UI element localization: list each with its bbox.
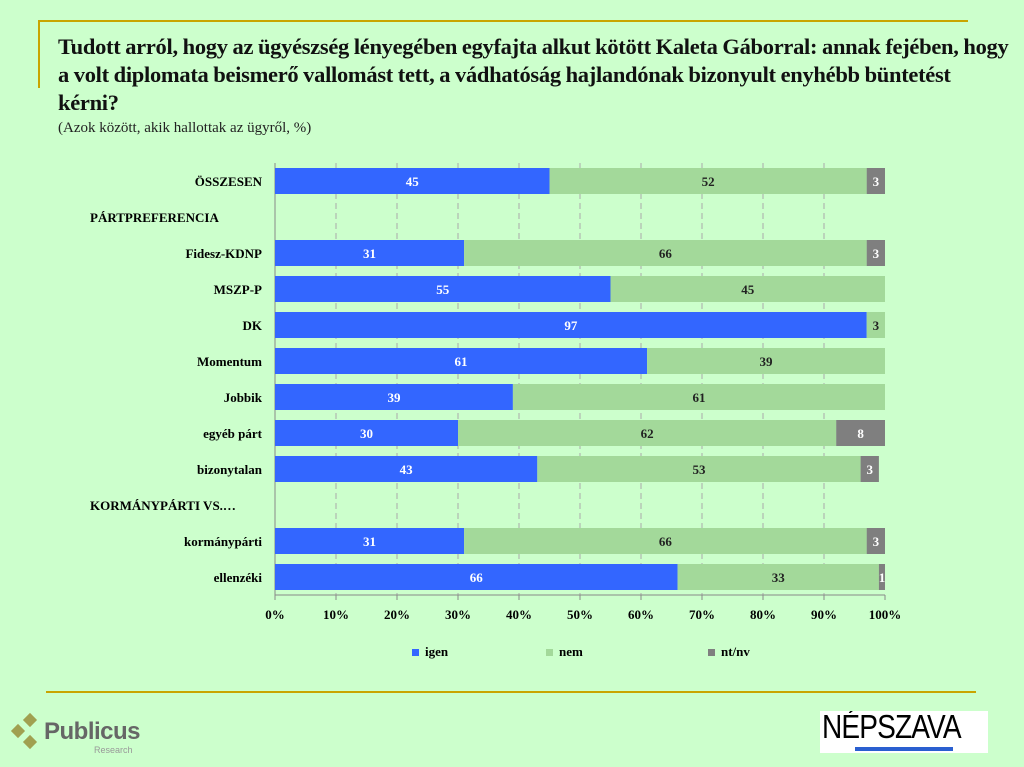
data-label: 53 [692, 462, 706, 477]
data-label: 31 [363, 246, 376, 261]
data-label: 66 [659, 246, 673, 261]
data-label: 66 [470, 570, 484, 585]
legend-swatch [708, 648, 715, 656]
x-tick-label: 10% [323, 607, 349, 622]
bar-nem [647, 348, 885, 374]
x-tick-label: 40% [506, 607, 532, 622]
data-label: 39 [387, 390, 401, 405]
x-tick-label: 80% [750, 607, 776, 622]
category-label: PÁRTPREFERENCIA [90, 210, 219, 225]
bar-nt-nv [866, 528, 885, 554]
x-tick-label: 20% [384, 607, 410, 622]
x-tick-label: 90% [811, 607, 837, 622]
data-label: 8 [857, 426, 864, 441]
data-label: 61 [692, 390, 705, 405]
bar-nem [677, 564, 879, 590]
bar-nem [464, 240, 867, 266]
category-label: Jobbik [224, 390, 263, 405]
x-tick-label: 100% [869, 607, 902, 622]
category-label: ÖSSZESEN [195, 174, 263, 189]
legend-label: nt/nv [721, 644, 750, 659]
bar-nem [549, 168, 867, 194]
legend-label: nem [559, 644, 583, 659]
category-label: bizonytalan [197, 462, 263, 477]
bar-igen [275, 240, 465, 266]
data-label: 55 [436, 282, 450, 297]
chart-title: Tudott arról, hogy az ügyészség lényegéb… [58, 34, 1009, 115]
data-label: 31 [363, 534, 376, 549]
publicus-diamond-icon [10, 712, 38, 750]
bar-igen [275, 528, 465, 554]
legend-item: nem [546, 644, 583, 660]
x-tick-label: 30% [445, 607, 471, 622]
bar-igen [275, 420, 458, 446]
bar-nem [464, 528, 867, 554]
bar-nt-nv [878, 564, 885, 590]
bar-nem [537, 456, 861, 482]
top-rule [38, 20, 968, 22]
data-label: 43 [400, 462, 414, 477]
x-tick-label: 60% [628, 607, 654, 622]
bar-nt-nv [866, 240, 885, 266]
legend-label: igen [425, 644, 449, 659]
publicus-sub: Research [94, 745, 133, 755]
chart-header: Tudott arról, hogy az ügyészség lényegéb… [58, 33, 1013, 137]
bar-igen [275, 384, 513, 410]
category-label: kormánypárti [184, 534, 262, 549]
category-label: KORMÁNYPÁRTI VS.… [90, 498, 236, 513]
category-label: ellenzéki [214, 570, 263, 585]
data-label: 97 [564, 318, 578, 333]
stacked-bar-chart: 0% 10% 20% 30% 40% 50% 60% 70% 80% 90% 100% ÖSSZESE… [90, 163, 902, 622]
bar-igen [275, 312, 867, 338]
data-label: 3 [867, 462, 874, 477]
data-label: 3 [873, 246, 880, 261]
chart-subtitle: (Azok között, akik hallottak az ügyről, … [58, 120, 312, 136]
bar-nem [512, 384, 885, 410]
nepszava-tagline-bar [855, 747, 953, 751]
x-tick-label: 50% [567, 607, 593, 622]
data-label: 61 [455, 354, 468, 369]
legend-item: igen [412, 644, 448, 660]
side-rule [38, 20, 40, 88]
nepszava-name: NÉPSZAVA [822, 711, 962, 745]
data-label: 1 [879, 570, 886, 585]
bar-nt-nv [860, 456, 879, 482]
bar-igen [275, 168, 550, 194]
category-label: DK [243, 318, 263, 333]
x-tick-label: 0% [265, 607, 285, 622]
data-label: 3 [873, 534, 880, 549]
data-label: 39 [760, 354, 774, 369]
bar-igen [275, 276, 611, 302]
legend-item: nt/nv [708, 644, 750, 660]
bar-igen [275, 348, 648, 374]
data-label: 66 [659, 534, 673, 549]
legend-swatch [412, 648, 419, 656]
publicus-logo: Publicus Research [8, 712, 141, 755]
data-label: 30 [360, 426, 373, 441]
bar-igen [275, 564, 678, 590]
bar-nem [458, 420, 837, 446]
nepszava-logo: NÉPSZAVA [820, 711, 988, 753]
data-label: 3 [873, 174, 880, 189]
data-label: 3 [873, 318, 880, 333]
data-label: 45 [741, 282, 755, 297]
data-label: 62 [641, 426, 654, 441]
category-label: MSZP-P [214, 282, 262, 297]
bar-nem [610, 276, 885, 302]
x-tick-label: 70% [689, 607, 715, 622]
bar-igen [275, 456, 538, 482]
category-label: Momentum [197, 354, 262, 369]
category-label: egyéb párt [203, 426, 263, 441]
data-label: 45 [406, 174, 420, 189]
category-label: Fidesz-KDNP [185, 246, 262, 261]
data-label: 52 [702, 174, 715, 189]
bar-nt-nv [836, 420, 885, 446]
legend-swatch [546, 648, 553, 656]
bottom-rule [46, 691, 976, 693]
bar-nem [866, 312, 885, 338]
publicus-name: Publicus [44, 718, 141, 745]
data-label: 33 [772, 570, 786, 585]
bar-nt-nv [866, 168, 885, 194]
